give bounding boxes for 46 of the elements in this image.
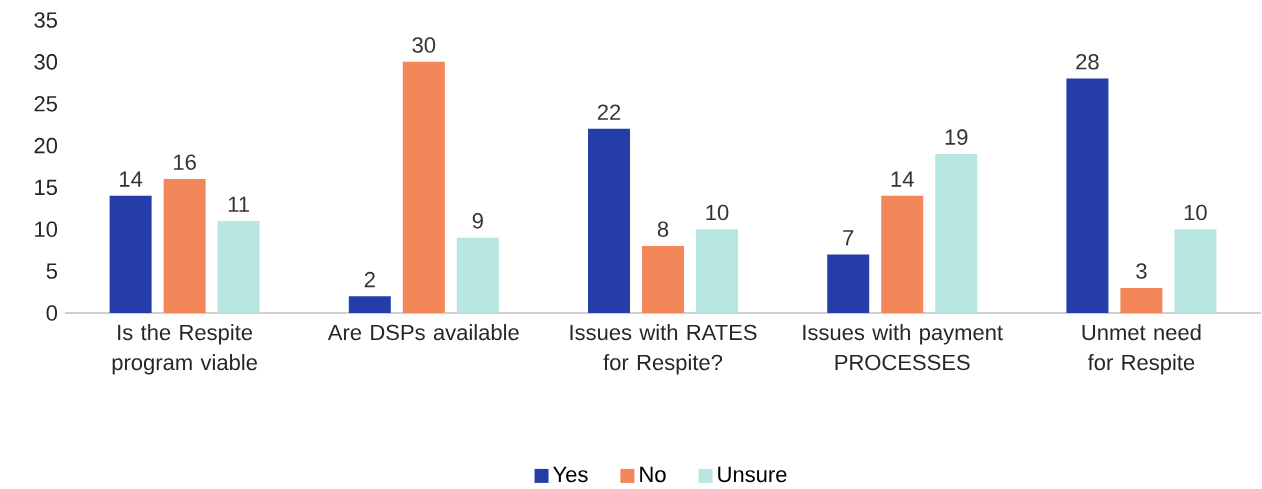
bar — [1066, 78, 1109, 313]
y-tick-label: 35 — [34, 12, 57, 28]
y-tick-label: 20 — [34, 137, 58, 154]
x-tick-label: Issues with RATES for Respite? — [570, 324, 757, 375]
x-tick-label: Issues with payment PROCESSES — [803, 324, 1003, 371]
data-label: 3 — [1136, 263, 1147, 279]
data-label: 10 — [1184, 204, 1207, 221]
y-tick-label: 10 — [35, 221, 58, 238]
legend-label: Unsure — [718, 466, 787, 483]
data-label: 28 — [1076, 53, 1099, 70]
legend-label: Yes — [553, 466, 588, 483]
data-label: 19 — [945, 129, 968, 145]
x-tick-label: Is the Respite program viable — [112, 324, 257, 375]
data-label: 2 — [364, 271, 375, 288]
y-tick-label: 0 — [46, 305, 58, 321]
y-tick-label: 15 — [35, 179, 57, 196]
x-tick-label: Unmet need for Respite — [1082, 324, 1201, 375]
bar — [935, 153, 978, 313]
y-tick-label: 25 — [34, 95, 57, 112]
x-tick-label: Are DSPs available — [327, 324, 519, 341]
bar — [1174, 229, 1217, 313]
data-label: 9 — [472, 213, 483, 229]
bar — [163, 179, 206, 313]
data-label: 11 — [228, 196, 249, 212]
bar — [827, 254, 870, 313]
bar — [642, 246, 685, 313]
data-label: 10 — [706, 204, 729, 221]
y-tick-label: 5 — [46, 263, 57, 279]
y-tick-label: 30 — [34, 54, 58, 70]
bar — [1120, 287, 1163, 313]
data-label: 14 — [891, 171, 914, 187]
data-label: 7 — [843, 230, 854, 246]
bar — [217, 220, 260, 313]
bar — [456, 237, 499, 313]
bar — [881, 195, 924, 313]
data-label: 16 — [174, 154, 196, 170]
data-label: 22 — [597, 104, 621, 120]
data-label: 30 — [412, 37, 436, 53]
bar — [696, 229, 739, 313]
bar — [348, 296, 391, 313]
bar — [588, 128, 631, 313]
bar — [109, 195, 152, 313]
legend-label: No — [640, 466, 666, 483]
data-label: 14 — [120, 171, 143, 187]
data-label: 8 — [657, 221, 669, 237]
bar — [402, 61, 445, 313]
